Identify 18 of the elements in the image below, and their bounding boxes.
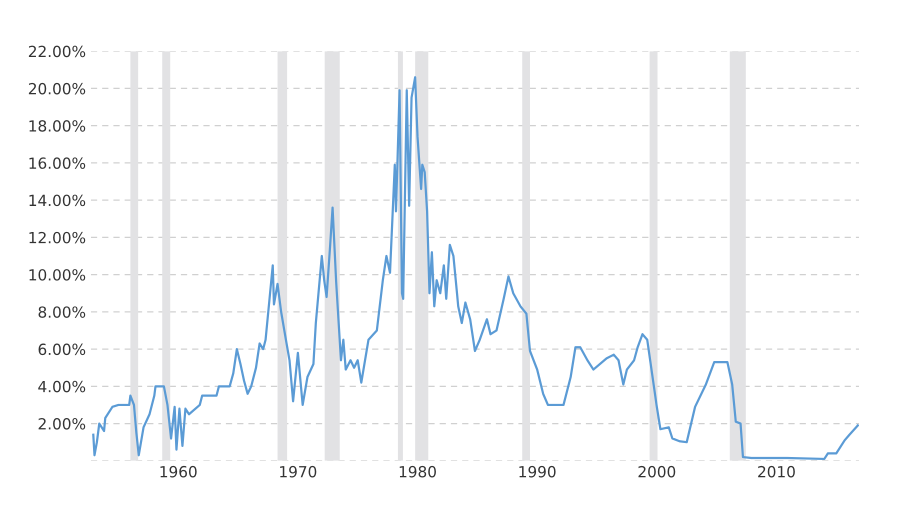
y-tick-label: 4.00% [38,380,86,392]
y-tick-label: 18.00% [29,120,86,132]
y-tick-label: 10.00% [29,269,86,281]
x-tick-label: 1990 [519,466,556,478]
line-series [92,76,859,460]
x-tick-label: 2010 [758,466,795,478]
y-tick-label: 16.00% [29,157,86,169]
y-tick-label: 2.00% [38,418,86,430]
x-tick-label: 1970 [280,466,316,478]
y-tick-label: 20.00% [28,82,86,94]
x-tick-label: 2000 [638,466,676,478]
x-tick-label: 1980 [400,466,436,478]
y-tick-label: 8.00% [38,306,86,318]
y-tick-label: 12.00% [29,232,86,244]
y-tick-label: 6.00% [38,344,86,356]
y-tick-label: 14.00% [29,194,86,206]
y-tick-label: 22.00% [28,46,86,58]
x-tick-label: 1960 [160,466,197,478]
